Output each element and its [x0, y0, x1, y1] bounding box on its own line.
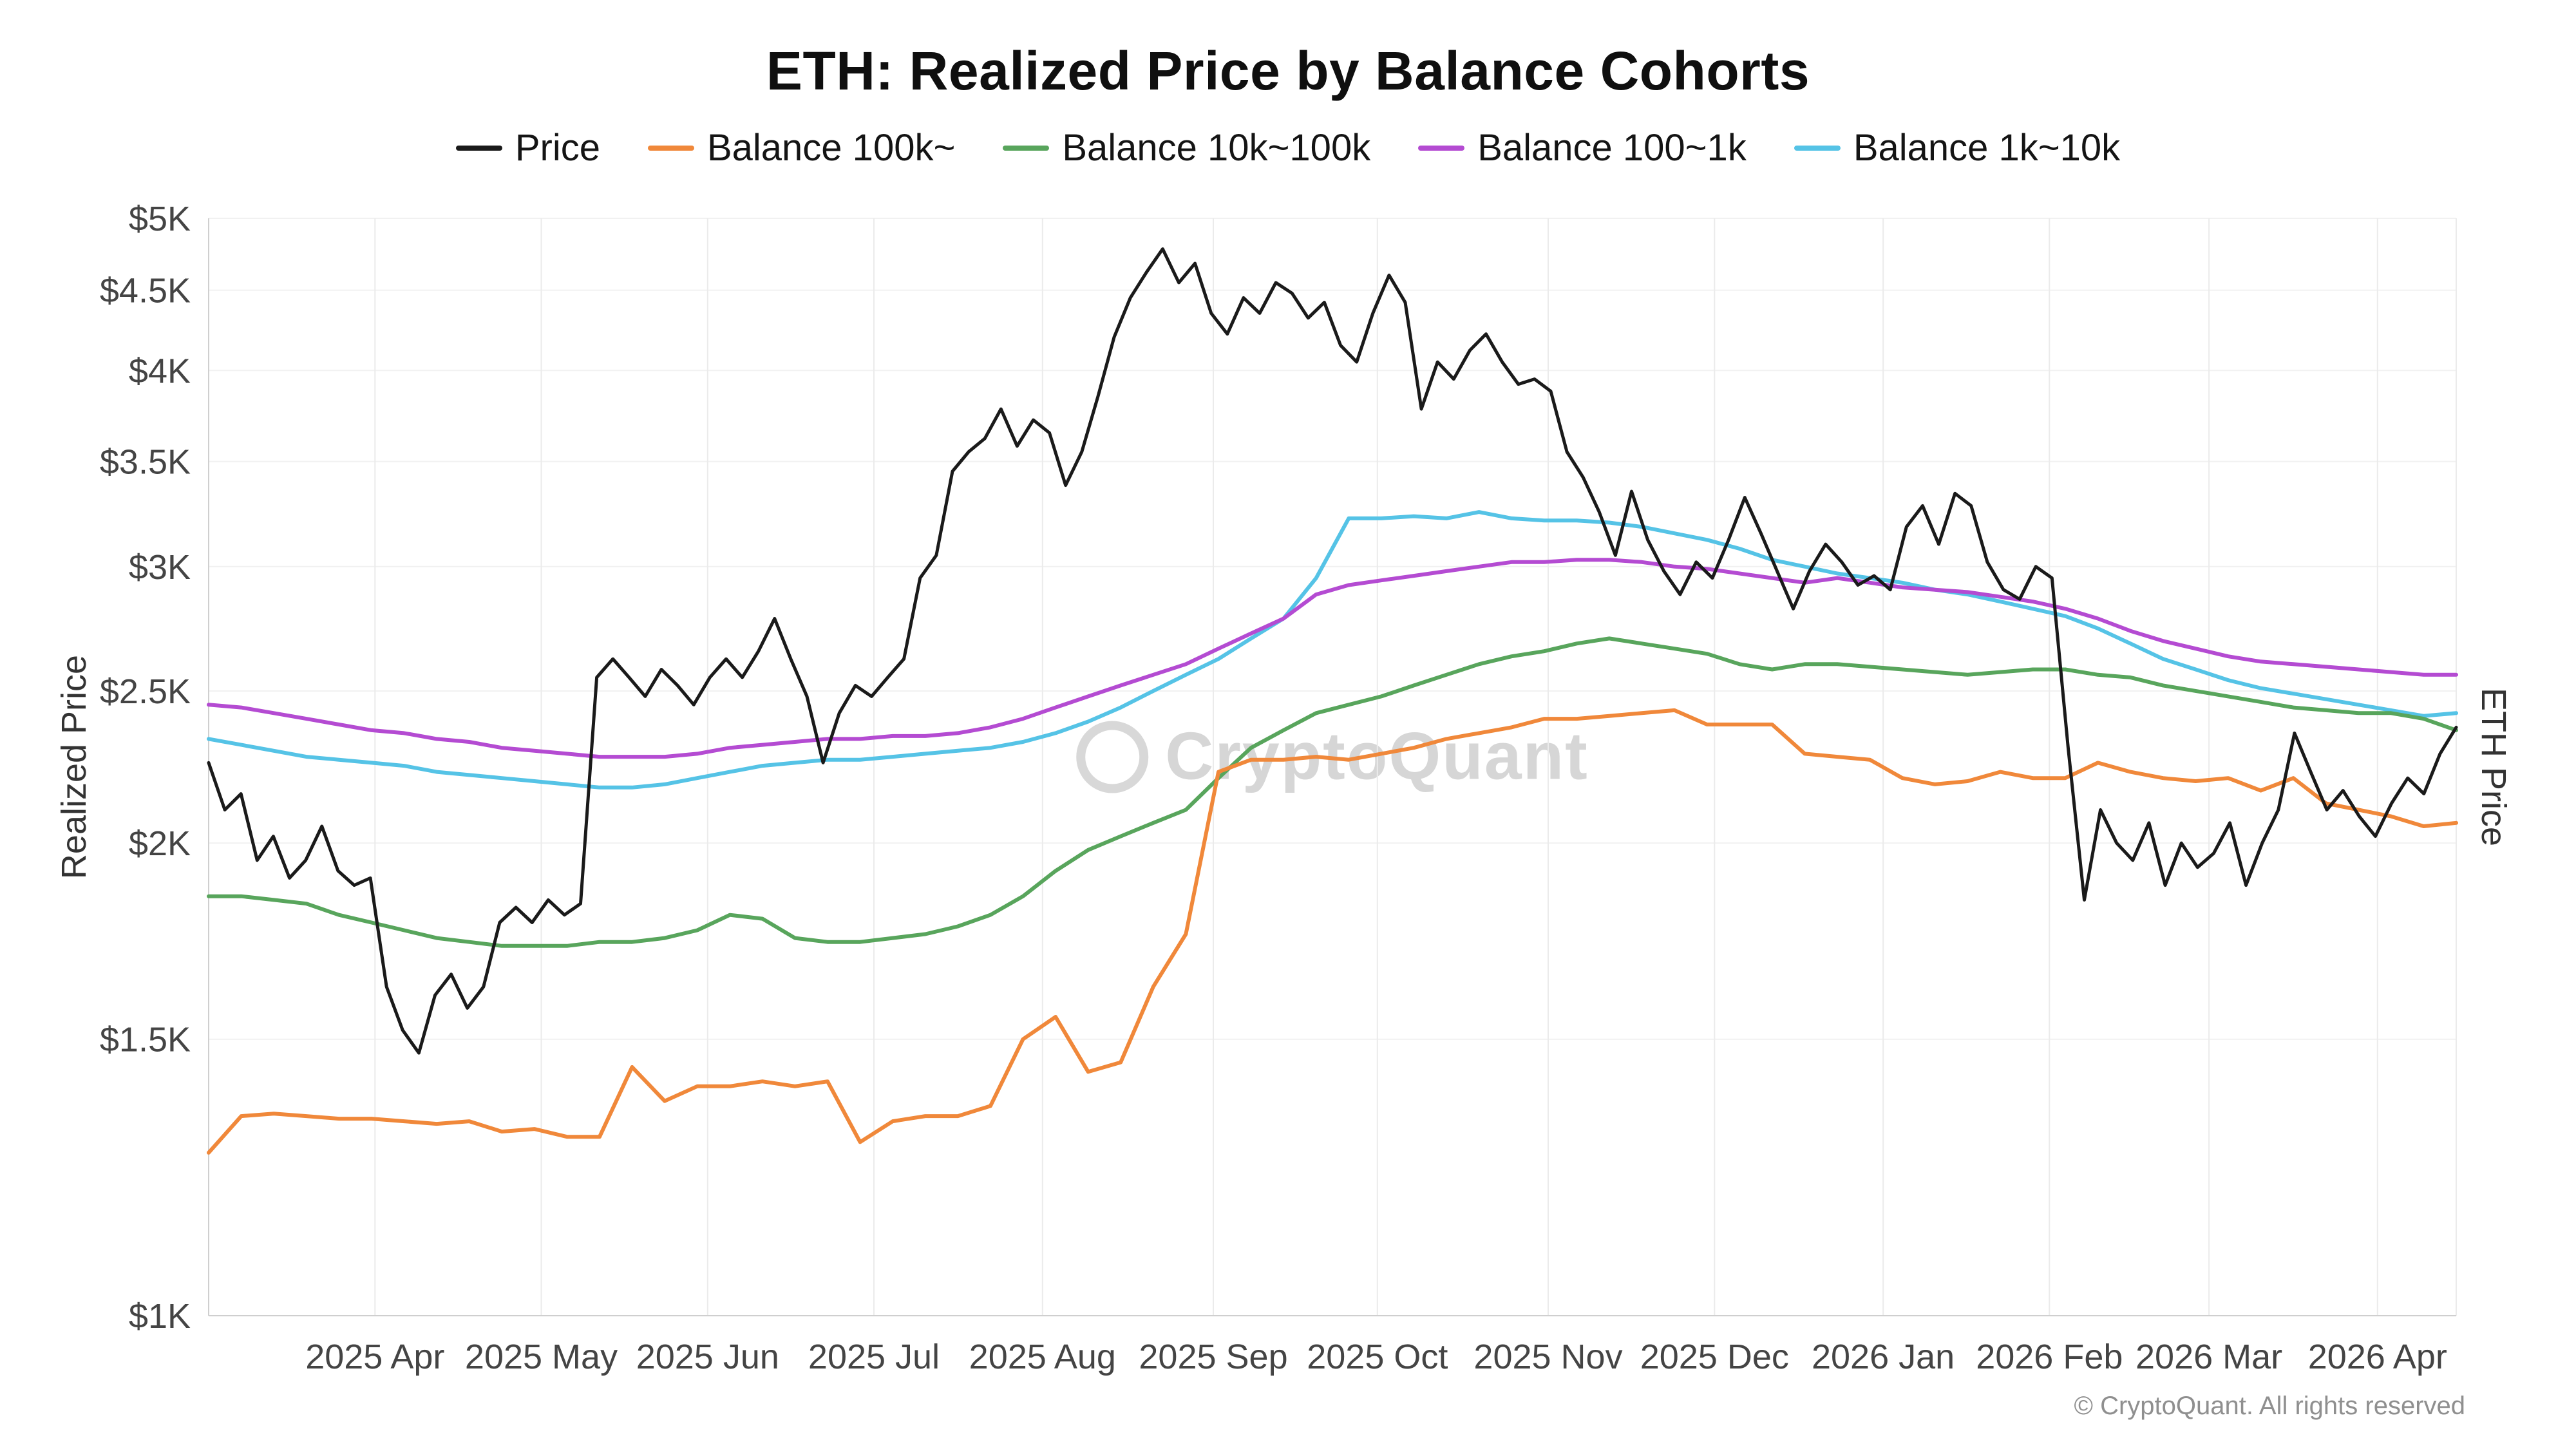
y-tick-label: $2.5K [100, 672, 191, 711]
x-tick-label: 2026 Jan [1812, 1338, 1955, 1376]
x-tick-label: 2025 Oct [1307, 1338, 1448, 1376]
y-tick-label: $3.5K [100, 443, 191, 482]
x-tick-label: 2025 May [465, 1338, 618, 1376]
legend-item-price[interactable]: Price [455, 126, 600, 169]
legend-swatch-price [455, 145, 502, 151]
legend-label-balance-1k-10k: Balance 1k~10k [1853, 127, 2121, 169]
x-tick-label: 2025 Jun [636, 1338, 779, 1376]
cryptoquant-logo-icon [1076, 721, 1149, 793]
y-tick-label: $3K [129, 548, 191, 587]
y-tick-label: $4.5K [100, 272, 191, 310]
x-tick-label: 2026 Apr [2308, 1338, 2447, 1376]
y-tick-label: $1K [129, 1297, 191, 1336]
y-tick-label: $4K [129, 352, 191, 390]
x-tick-label: 2026 Mar [2136, 1338, 2282, 1376]
x-tick-label: 2025 Jul [808, 1338, 940, 1376]
watermark-text: CryptoQuant [1165, 719, 1589, 794]
copyright-text: © CryptoQuant. All rights reserved [2074, 1392, 2466, 1420]
y-tick-label: $2K [129, 824, 191, 863]
legend-item-balance-100-1k[interactable]: Balance 100~1k [1418, 126, 1747, 169]
x-tick-label: 2025 Nov [1473, 1338, 1622, 1376]
y-axis-title-right: ETH Price [2474, 687, 2513, 847]
chart-title: ETH: Realized Price by Balance Cohorts [766, 41, 1810, 101]
x-tick-label: 2025 Sep [1139, 1338, 1287, 1376]
legend-label-balance-100k: Balance 100k~ [706, 127, 956, 169]
x-tick-label: 2025 Apr [305, 1338, 444, 1376]
legend-swatch-balance-100k [647, 145, 694, 151]
legend-label-balance-100-1k: Balance 100~1k [1477, 127, 1747, 169]
x-tick-label: 2026 Feb [1976, 1338, 2123, 1376]
series-line-price [207, 247, 2458, 1055]
legend-swatch-balance-10k-100k [1003, 145, 1050, 151]
y-axis-title-left: Realized Price [55, 654, 93, 880]
legend-item-balance-1k-10k[interactable]: Balance 1k~10k [1794, 126, 2120, 169]
legend: Price Balance 100k~ Balance 10k~100k Bal… [0, 126, 2576, 169]
legend-swatch-balance-100-1k [1418, 145, 1465, 151]
x-tick-label: 2025 Aug [969, 1338, 1116, 1376]
y-tick-label: $1.5K [100, 1021, 191, 1059]
legend-swatch-balance-1k-10k [1794, 145, 1841, 151]
legend-label-price: Price [515, 127, 600, 169]
x-tick-label: 2025 Dec [1640, 1338, 1789, 1376]
legend-item-balance-100k[interactable]: Balance 100k~ [647, 126, 956, 169]
watermark: CryptoQuant [1076, 719, 1589, 795]
legend-label-balance-10k-100k: Balance 10k~100k [1062, 127, 1371, 169]
legend-item-balance-10k-100k[interactable]: Balance 10k~100k [1003, 126, 1370, 169]
y-tick-label: $5K [129, 200, 191, 238]
